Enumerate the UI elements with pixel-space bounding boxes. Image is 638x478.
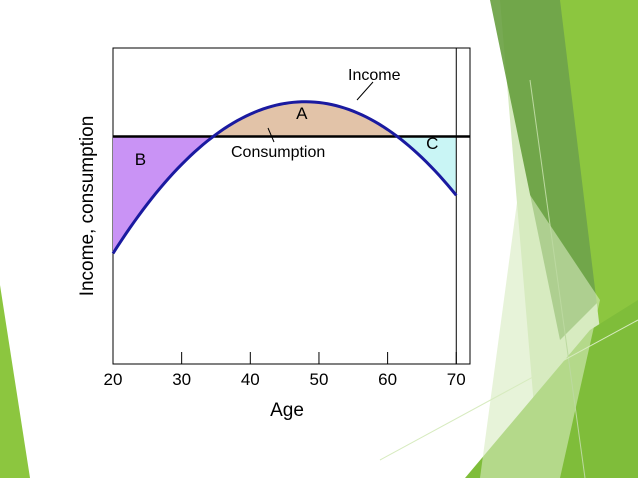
x-tick-labels: 20 30 40 50 60 70 xyxy=(104,370,466,389)
income-label-leader xyxy=(356,81,374,101)
region-label-b: B xyxy=(135,150,146,169)
x-ticks xyxy=(112,352,457,364)
x-axis-label: Age xyxy=(270,400,304,421)
plot-frame xyxy=(112,47,471,365)
income-consumption-chart: 20 30 40 50 60 70 ABC Income Consumption Age … xyxy=(77,47,471,421)
decor-shape-light xyxy=(480,180,600,478)
region-c xyxy=(394,134,457,196)
region-label-c: C xyxy=(426,134,438,153)
x-tick-label: 30 xyxy=(172,370,191,389)
decor-shape-left xyxy=(0,285,30,478)
region-labels: A B C xyxy=(135,104,439,169)
decor-line-1 xyxy=(529,79,586,478)
x-tick-label: 20 xyxy=(104,370,123,389)
x-tick-label: 40 xyxy=(241,370,260,389)
x-tick-label: 50 xyxy=(310,370,329,389)
consumption-label: Consumption xyxy=(231,144,325,161)
consumption-label-leader xyxy=(267,127,275,143)
x-tick-label: 60 xyxy=(378,370,397,389)
income-curve xyxy=(111,100,458,255)
income-label: Income xyxy=(348,67,401,84)
region-b xyxy=(113,134,216,254)
x-tick-label: 70 xyxy=(447,370,466,389)
y-axis-label: Income, consumption xyxy=(77,116,98,297)
region-label-a: A xyxy=(296,104,308,123)
decor-line-2 xyxy=(379,319,638,461)
